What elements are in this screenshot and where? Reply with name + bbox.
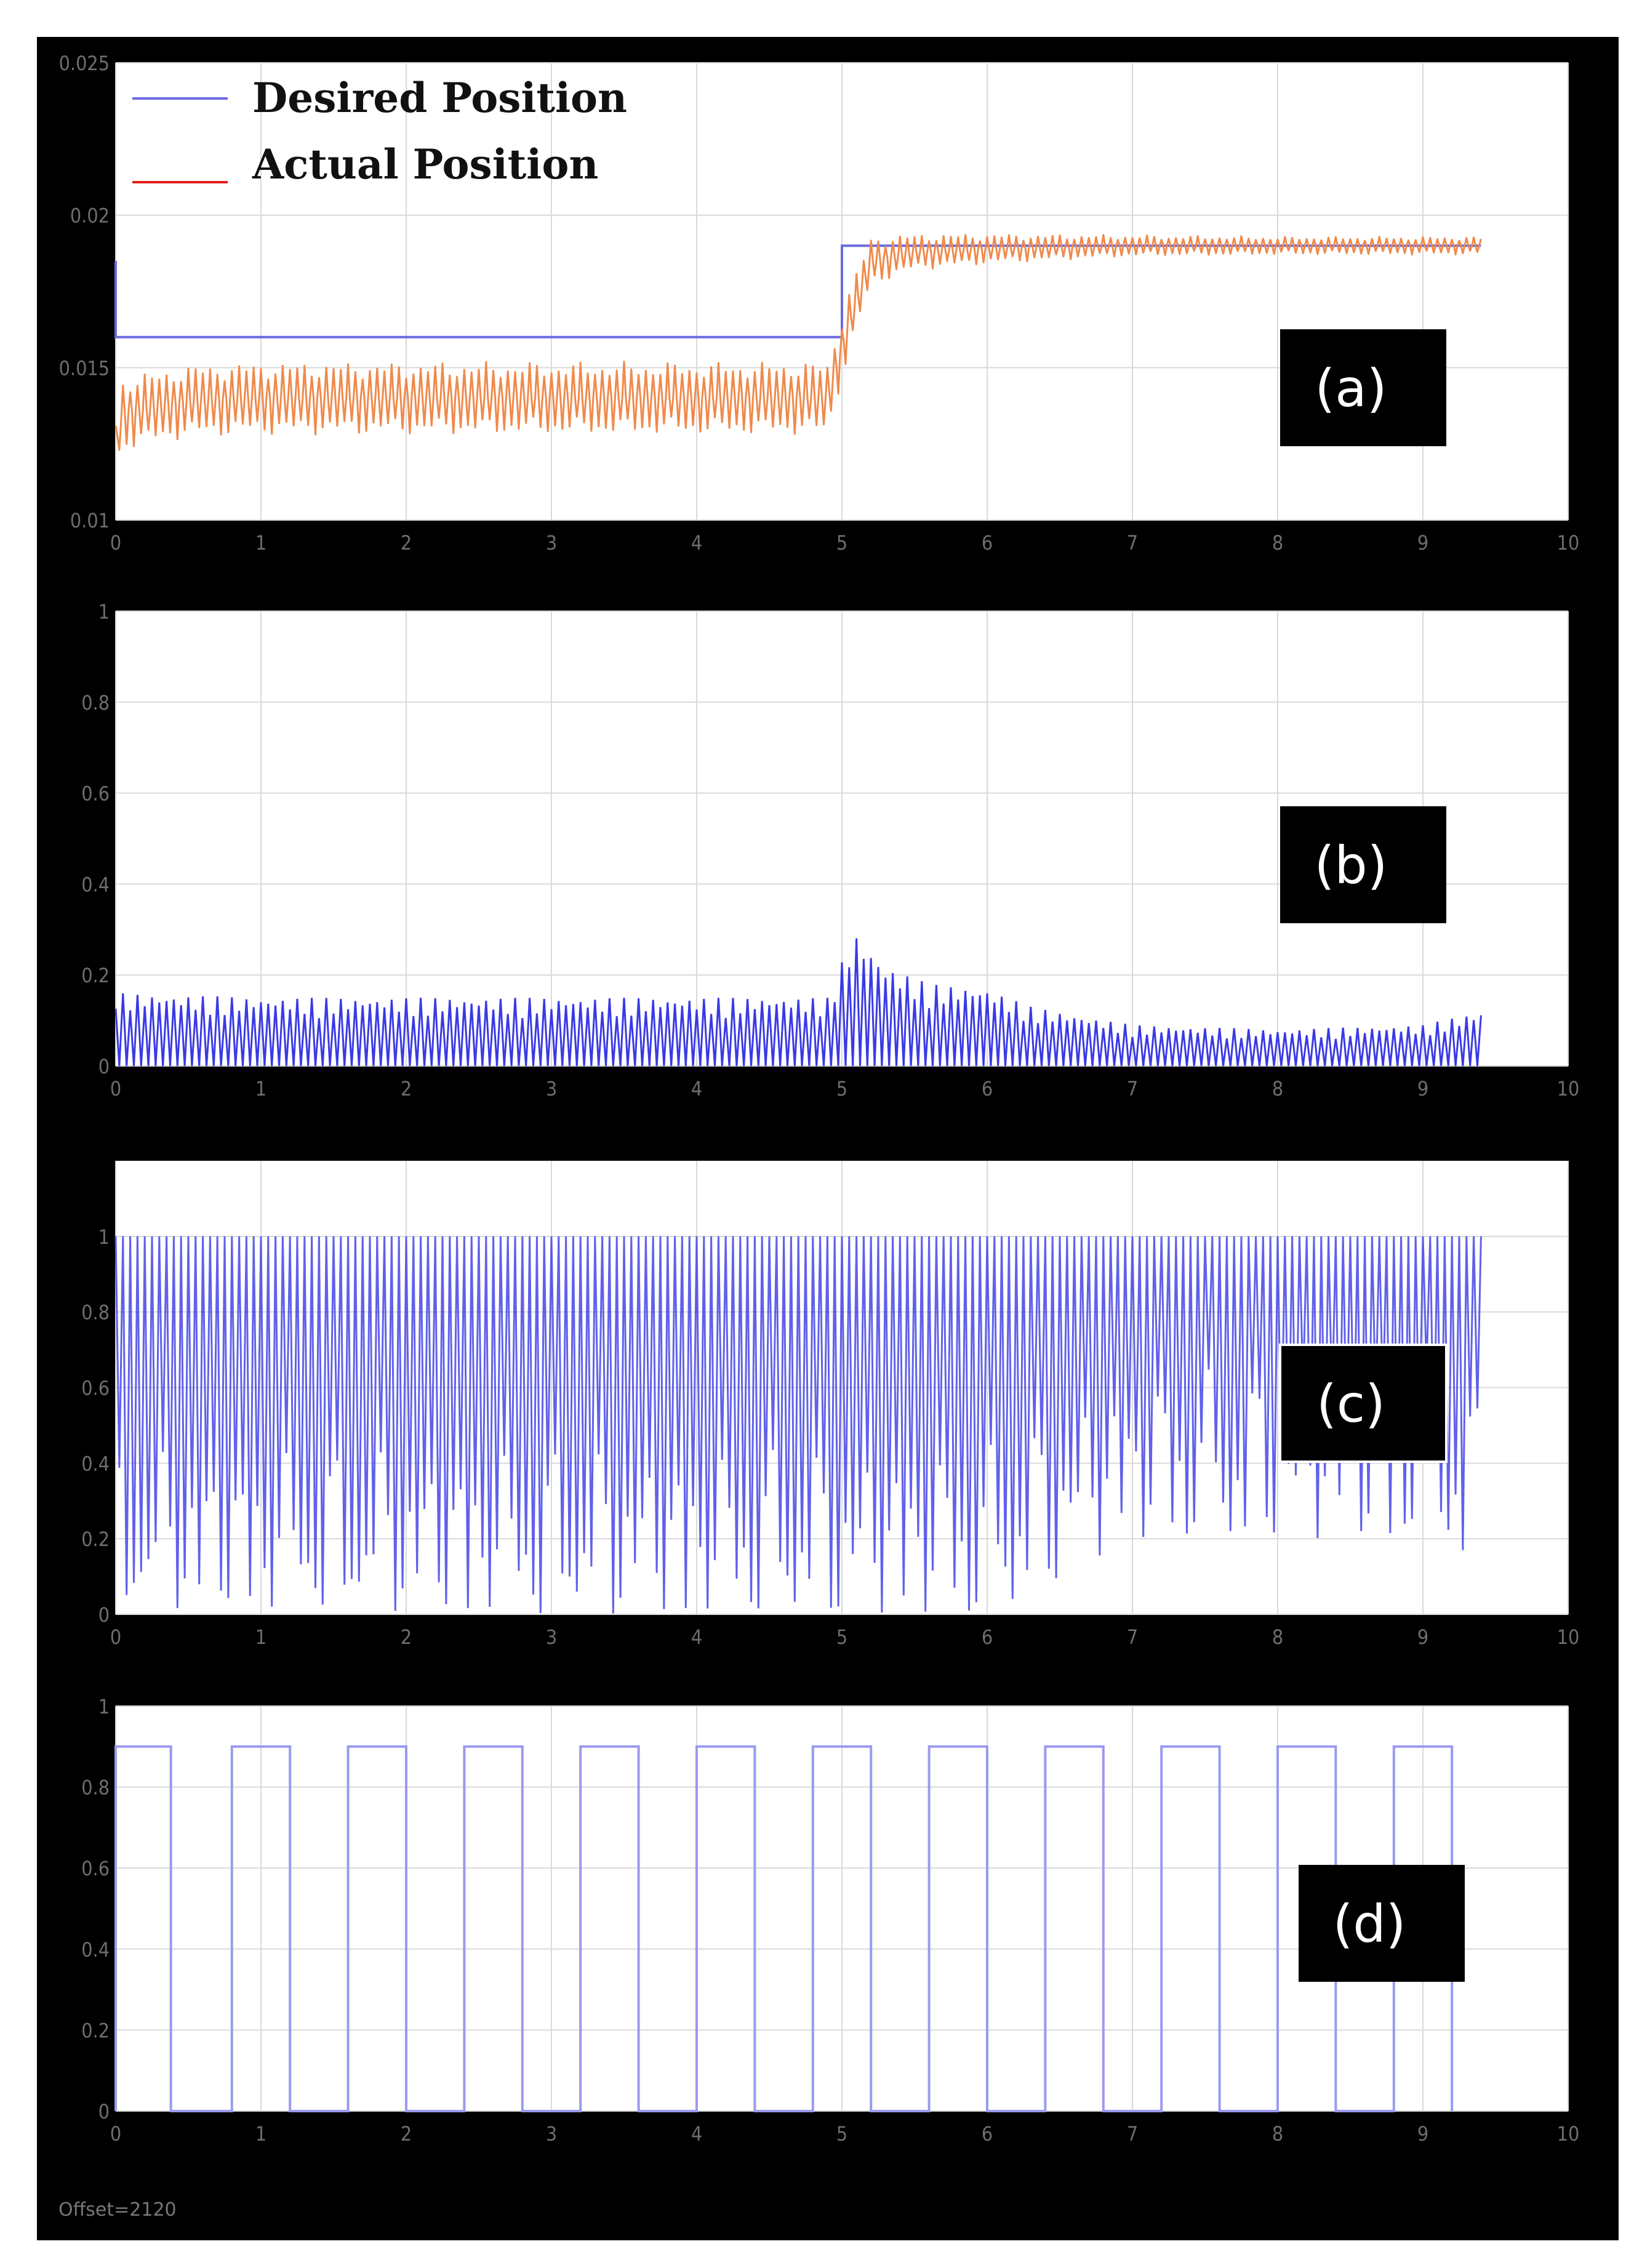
x-tick-label: 5 [836,1077,847,1100]
y-tick-label: 0.8 [81,1776,110,1800]
x-tick-label: 5 [836,1625,847,1649]
y-tick-label: 0.025 [59,52,110,75]
panel-tag-box [1280,329,1446,446]
x-tick-label: 10 [1557,531,1580,555]
y-tick-label: 1 [98,1225,110,1249]
x-tick-label: 0 [110,2122,121,2146]
x-tick-label: 10 [1557,1625,1580,1649]
panel-tag: (b) [1280,806,1446,923]
x-tick-label: 0 [110,1077,121,1100]
x-tick-label: 7 [1127,1077,1138,1100]
x-tick-label: 3 [546,1077,557,1100]
legend-entry: Desired Position [252,74,627,122]
x-tick-label: 1 [255,531,266,555]
y-tick-label: 0.6 [81,1377,110,1400]
x-tick-label: 3 [546,1625,557,1649]
x-tick-label: 4 [691,1625,702,1649]
y-tick-label: 0.8 [81,1301,110,1324]
x-tick-label: 10 [1557,2122,1580,2146]
y-tick-label: 0.015 [59,356,110,380]
panel-c: 0 1 2 3 4 5 6 7 8 9 10 0 0.2 0.4 0.6 0.8 1 (c) [81,1161,1579,1649]
x-tick-label: 1 [255,2122,266,2146]
y-tick-label: 0.4 [81,1938,110,1961]
x-tick-label: 8 [1272,1077,1283,1100]
x-tick-label: 8 [1272,1625,1283,1649]
x-tick-label: 2 [401,2122,412,2146]
legend-entry: Actual Position [252,140,598,188]
x-tick-label: 9 [1417,531,1428,555]
grid-lines [115,62,1569,521]
y-tick-label: 0.6 [81,1857,110,1880]
y-tick-label: 0 [98,1603,110,1627]
panel-tag-label: (c) [1316,1374,1385,1434]
x-tick-label: 9 [1417,1625,1428,1649]
x-tick-label: 10 [1557,1077,1580,1100]
y-tick-label: 0.2 [81,2019,110,2042]
x-tick-label: 7 [1127,2122,1138,2146]
panel-tag: (c) [1279,1344,1448,1463]
x-tick-label: 1 [255,1625,266,1649]
x-tick-label: 8 [1272,531,1283,555]
panel-tag-label: (d) [1333,1894,1406,1954]
panel-tag-box [1280,806,1446,923]
x-tick-label: 4 [691,1077,702,1100]
x-tick-label: 3 [546,531,557,555]
y-tick-label: 0 [98,2100,110,2123]
x-tick-label: 7 [1127,1625,1138,1649]
x-tick-label: 9 [1417,1077,1428,1100]
x-tick-label: 1 [255,1077,266,1100]
y-tick-label: 0.01 [70,509,110,532]
x-tick-label: 3 [546,2122,557,2146]
panel-tag-box [1299,1865,1465,1982]
x-tick-label: 8 [1272,2122,1283,2146]
legend: Desired Position Actual Position [132,74,627,188]
x-tick-label: 2 [401,531,412,555]
panel-tag-label: (a) [1315,358,1387,419]
offset-label: Offset=2120 [58,2199,177,2221]
y-tick-label: 0.2 [81,964,110,987]
x-tick-label: 4 [691,531,702,555]
duty-signal-line [114,1236,1482,1614]
y-tick-label: 1 [98,1695,110,1718]
x-tick-label: 6 [982,1077,993,1100]
x-tick-label: 0 [110,531,121,555]
panel-a: 0 1 2 3 4 5 6 7 8 9 10 0.01 0.015 0.02 0.025 Desired Po… [59,52,1580,555]
pulse-line [114,1745,1454,2112]
y-tick-label: 0.4 [81,1452,110,1475]
x-tick-label: 9 [1417,2122,1428,2146]
x-tick-label: 2 [401,1625,412,1649]
y-tick-label: 1 [98,600,110,623]
y-tick-label: 0.6 [81,782,110,806]
x-tick-label: 4 [691,2122,702,2146]
signal-line [114,938,1482,1067]
x-tick-label: 6 [982,531,993,555]
panel-tag: (a) [1280,329,1446,446]
x-tick-label: 6 [982,2122,993,2146]
panel-tag: (d) [1299,1865,1465,1982]
y-tick-label: 0.02 [70,204,110,228]
y-tick-label: 0.2 [81,1528,110,1551]
panel-tag-box [1279,1344,1448,1463]
panel-tag-label: (b) [1315,835,1388,896]
x-tick-label: 5 [836,531,847,555]
y-tick-label: 0.8 [81,691,110,715]
x-tick-label: 7 [1127,531,1138,555]
panel-d: 0 1 2 3 4 5 6 7 8 9 10 0 0.2 0.4 0.6 0.8 1 (d) [81,1695,1579,2146]
panel-b: 0 1 2 3 4 5 6 7 8 9 10 0 0.2 0.4 0.6 0.8 1 (b) [81,600,1579,1100]
x-tick-label: 0 [110,1625,121,1649]
y-tick-label: 0 [98,1055,110,1078]
x-tick-label: 2 [401,1077,412,1100]
actual-position-line [114,234,1482,451]
x-tick-label: 6 [982,1625,993,1649]
x-tick-label: 5 [836,2122,847,2146]
y-tick-label: 0.4 [81,873,110,896]
